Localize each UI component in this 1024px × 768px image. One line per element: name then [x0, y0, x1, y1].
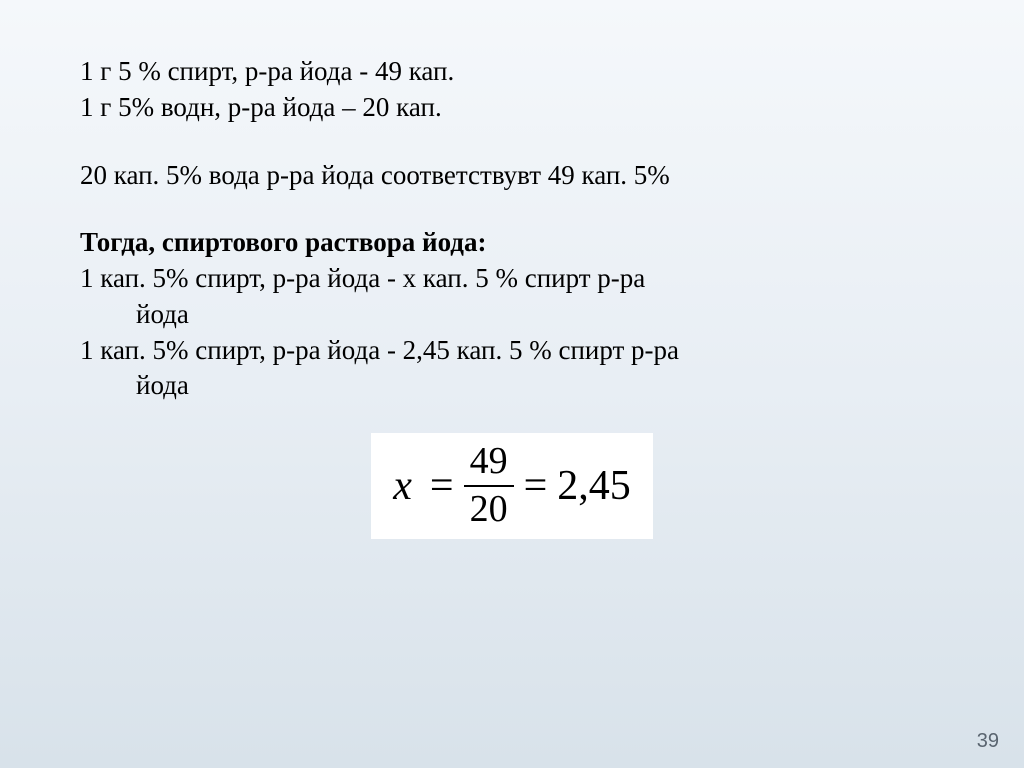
formula: x = 49 20 = 2,45 [393, 441, 631, 531]
text-line-3: 20 кап. 5% вода р-ра йода соответствувт … [80, 159, 944, 193]
denominator: 20 [464, 487, 514, 531]
slide-content: 1 г 5 % спирт, р-ра йода - 49 кап. 1 г 5… [80, 55, 944, 403]
text-line-6b: йода [80, 369, 944, 403]
text-line-6a: 1 кап. 5% спирт, р-ра йода - 2,45 кап. 5… [80, 334, 944, 368]
text-line-2: 1 г 5% водн, р-ра йода – 20 кап. [80, 91, 944, 125]
text-line-5b: йода [80, 298, 944, 332]
spacer [80, 194, 944, 226]
page-number: 39 [977, 730, 999, 753]
formula-result: 2,45 [557, 462, 631, 510]
equals-sign-2: = [524, 462, 548, 510]
formula-container: x = 49 20 = 2,45 [80, 433, 944, 539]
numerator: 49 [464, 441, 514, 487]
text-line-5a: 1 кап. 5% спирт, р-ра йода - х кап. 5 % … [80, 262, 944, 296]
equals-sign: = [430, 462, 454, 510]
heading-line: Тогда, спиртового раствора йода: [80, 226, 944, 260]
formula-box: x = 49 20 = 2,45 [371, 433, 653, 539]
spacer [80, 127, 944, 159]
fraction: 49 20 [464, 441, 514, 531]
formula-variable: x [393, 462, 412, 510]
text-line-1: 1 г 5 % спирт, р-ра йода - 49 кап. [80, 55, 944, 89]
